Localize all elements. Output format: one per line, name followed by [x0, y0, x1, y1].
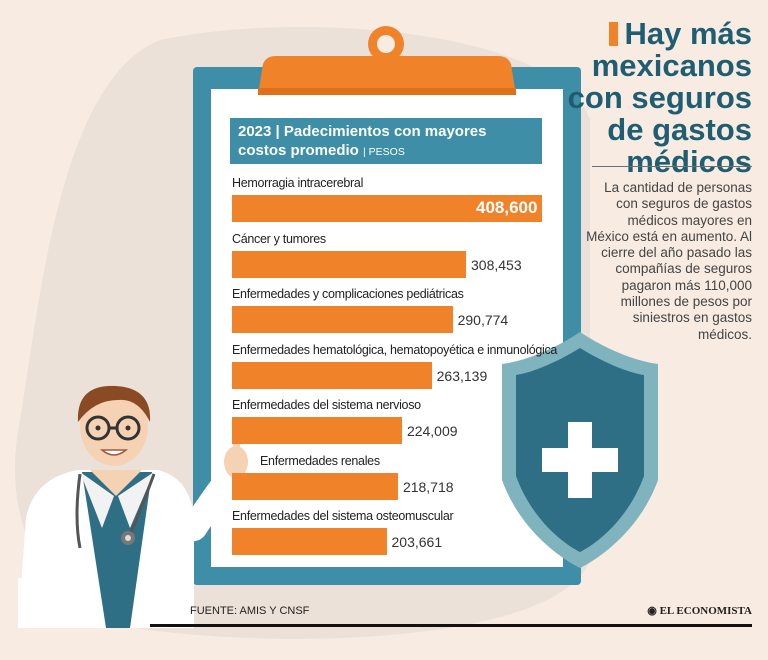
bar: [232, 472, 398, 500]
value-label: 308,453: [471, 256, 522, 273]
bottom-rule: [150, 624, 752, 627]
doctor-illustration: [18, 385, 248, 628]
chart-title-box: 2023 | Padecimientos con mayores costos …: [230, 118, 542, 164]
accent-mark: [609, 22, 619, 46]
value-label: 218,718: [402, 478, 454, 495]
source-note: FUENTE: AMIS Y CNSF: [190, 605, 310, 617]
brand-logo: ◉ EL ECONOMISTA: [647, 605, 752, 617]
chart-unit: | PESOS: [363, 146, 405, 158]
headline-text: Hay más mexicanos con seguros de gastos …: [567, 16, 752, 179]
value-label: 408,600: [476, 198, 538, 217]
headline: Hay más mexicanos con seguros de gastos …: [552, 18, 752, 178]
bar: [232, 361, 432, 389]
value-label: 203,661: [391, 534, 443, 550]
bar: [232, 417, 402, 444]
bar: [232, 250, 466, 278]
category-label: Enfermedades y complicaciones pediátrica…: [232, 287, 464, 301]
value-label: 263,139: [436, 367, 488, 384]
bar: [232, 528, 387, 555]
bar: [232, 306, 453, 333]
bar: [232, 195, 542, 222]
intro-text: La cantidad de personas con seguros de g…: [586, 180, 752, 342]
value-label: 290,774: [457, 312, 509, 328]
category-label: Enfermedades del sistema nervioso: [232, 398, 421, 412]
category-label: Cáncer y tumores: [232, 231, 326, 246]
shield-icon: [502, 332, 658, 568]
category-label: Enfermedades del sistema osteomuscular: [232, 509, 454, 523]
category-label: Hemorragia intracerebral: [232, 176, 364, 190]
category-label: Enfermedades renales: [260, 453, 380, 468]
divider: [592, 166, 752, 167]
brand-name: EL ECONOMISTA: [659, 605, 752, 617]
category-label: Enfermedades hematológica, hematopoyétic…: [232, 342, 558, 357]
value-label: 224,009: [406, 423, 458, 439]
chart-title: 2023 | Padecimientos con mayores costos …: [238, 123, 487, 159]
